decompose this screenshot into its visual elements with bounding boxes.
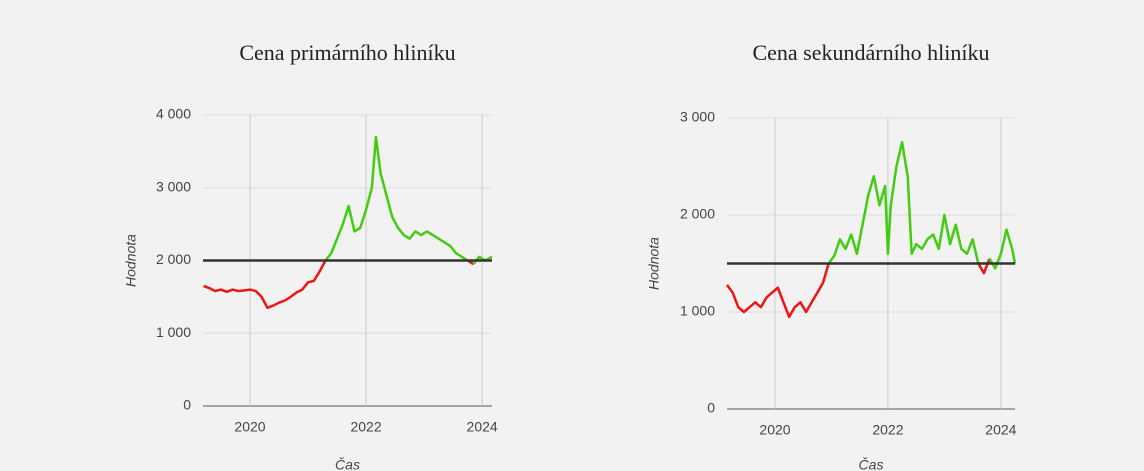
x-axis-title: Čas — [859, 457, 884, 471]
y-tick-label: 0 — [707, 400, 715, 416]
line-series — [203, 259, 327, 310]
y-tick-label: 1 000 — [680, 303, 715, 319]
y-tick-label: 2 000 — [156, 251, 191, 267]
line-series — [324, 135, 469, 262]
y-tick-label: 2 000 — [680, 206, 715, 222]
line-series — [725, 263, 830, 319]
x-tick-label: 2022 — [872, 422, 903, 438]
y-tick-label: 4 000 — [156, 106, 191, 122]
x-tick-label: 2024 — [467, 419, 498, 435]
y-tick-label: 3 000 — [680, 109, 715, 125]
y-tick-label: 1 000 — [156, 324, 191, 340]
line-series — [977, 258, 991, 275]
x-tick-label: 2020 — [759, 422, 790, 438]
y-tick-label: 0 — [183, 397, 191, 413]
x-axis-title: Čas — [335, 457, 360, 471]
line-series — [988, 228, 1017, 270]
y-tick-label: 3 000 — [156, 178, 191, 194]
x-tick-label: 2020 — [234, 419, 265, 435]
x-tick-label: 2024 — [985, 422, 1016, 438]
y-axis-title: Hodnota — [646, 237, 662, 290]
chart-title: Cena sekundárního hliníku — [752, 40, 989, 65]
x-tick-label: 2022 — [350, 419, 381, 435]
y-axis-title: Hodnota — [123, 234, 139, 287]
chart-title: Cena primárního hliníku — [239, 40, 455, 65]
line-series — [827, 141, 980, 265]
